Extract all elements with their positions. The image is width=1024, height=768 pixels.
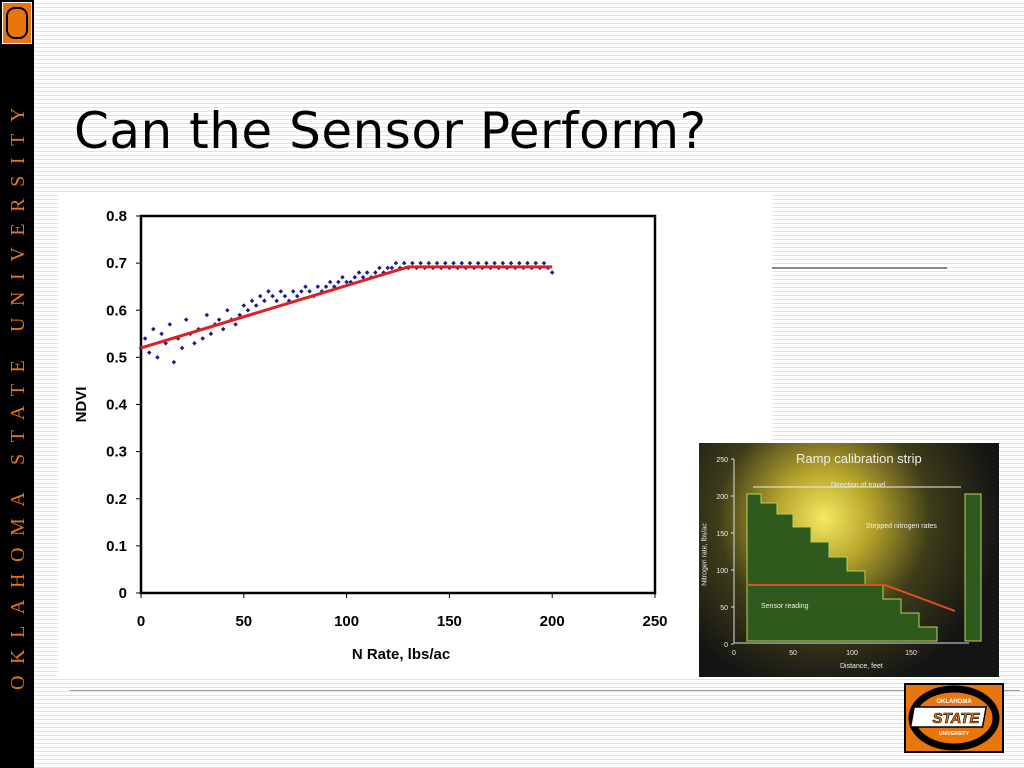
- ndvi-point: [352, 274, 358, 280]
- x-tick-label: 200: [540, 613, 565, 630]
- sidebar-university-name: OKLAHOMA STATE UNIVERSITY: [7, 96, 29, 690]
- ndvi-point: [249, 298, 255, 304]
- ramp-sensor-label: Sensor reading: [761, 603, 809, 610]
- ndvi-point: [484, 260, 489, 266]
- x-tick-label: 0: [137, 613, 145, 630]
- ndvi-point: [253, 303, 259, 308]
- ndvi-point: [533, 260, 539, 266]
- ramp-y-tick-label: 150: [716, 531, 728, 538]
- x-tick-label: 50: [235, 613, 252, 630]
- ndvi-point: [274, 298, 279, 304]
- y-tick-label: 0.3: [106, 444, 127, 461]
- ramp-sensor-line: [747, 584, 956, 612]
- ramp-x-tick-label: 150: [905, 650, 917, 657]
- ndvi-point: [299, 289, 304, 294]
- ndvi-point: [500, 260, 506, 266]
- ndvi-point: [360, 274, 366, 280]
- ndvi-point: [541, 260, 547, 266]
- x-axis-label: N Rate, lbs/ac: [352, 646, 450, 663]
- y-tick-label: 0.4: [106, 397, 128, 414]
- ndvi-point: [183, 317, 189, 322]
- ramp-y-tick-label: 100: [716, 568, 728, 575]
- sas-line: [140, 265, 553, 350]
- ndvi-point: [192, 340, 197, 346]
- ramp-calibration-figure: 250 200 150 100 50 0 0 50 100 150 Ramp calibratio…: [699, 443, 999, 677]
- ndvi-point: [492, 260, 497, 266]
- x-tick-label: 150: [437, 613, 462, 630]
- ndvi-point: [179, 345, 185, 351]
- ndvi-point: [307, 289, 312, 294]
- ramp-y-tick-label: 0: [724, 642, 728, 649]
- ramp-x-tick-label: 0: [732, 650, 736, 657]
- ndvi-point: [290, 289, 296, 294]
- ndvi-point: [208, 331, 214, 337]
- ramp-crop-strip: [746, 493, 938, 642]
- y-tick-label: 0.8: [106, 208, 127, 225]
- ndvi-point: [340, 274, 345, 280]
- sidebar: OKLAHOMA STATE UNIVERSITY: [0, 0, 34, 768]
- ndvi-point: [475, 260, 481, 266]
- y-tick-label: 0: [119, 585, 127, 602]
- ramp-y-axis-label: Nitrogen rate, lbs/ac: [701, 523, 709, 586]
- ndvi-point: [508, 260, 514, 266]
- ramp-end-strip: [964, 493, 982, 642]
- ndvi-point: [167, 322, 173, 327]
- ramp-stepped-label: Stepped nitrogen rates: [866, 523, 937, 530]
- plot-frame: [139, 214, 657, 595]
- ramp-x-tick-label: 50: [789, 650, 797, 657]
- osu-corner-logo-mark: [6, 7, 28, 39]
- ndvi-point: [525, 260, 530, 266]
- ndvi-point: [220, 326, 226, 332]
- y-axis-label: NDVI: [73, 387, 90, 423]
- y-tick-label: 0.6: [106, 302, 127, 319]
- ndvi-point: [549, 270, 555, 275]
- osu-logo-art: STATE OKLAHOMA UNIVERSITY: [908, 685, 1000, 751]
- ramp-x-tick-label: 100: [846, 650, 858, 657]
- slide-title: Can the Sensor Perform?: [74, 102, 707, 160]
- ramp-y-tick-label: 250: [716, 457, 728, 464]
- ndvi-point: [241, 303, 247, 308]
- divider-rule: [772, 267, 947, 269]
- ramp-figure-art: 250 200 150 100 50 00 50 100 150: [716, 457, 982, 657]
- chart-area: 0 0.1 0.2 0.3 0.4 0.5 0.6 0.7 0.8 0 50 100 150 200 250…: [58, 195, 826, 677]
- ramp-y-tick-label: 200: [716, 494, 728, 501]
- ramp-y-tick-label: 50: [720, 605, 728, 612]
- ndvi-point: [233, 322, 238, 327]
- osu-state-logo: STATE OKLAHOMA UNIVERSITY: [904, 683, 1004, 753]
- ramp-direction-label: Direction of travel: [831, 482, 886, 489]
- osu-corner-logo: [2, 2, 32, 44]
- ramp-x-axis-label: Distance, feet: [840, 663, 883, 670]
- x-tick-label: 100: [334, 613, 359, 630]
- y-tick-label: 0.5: [106, 349, 127, 366]
- y-tick-label: 0.7: [106, 255, 127, 272]
- osu-logo-bottom-text: UNIVERSITY: [939, 731, 970, 737]
- y-tick-label: 0.1: [106, 538, 127, 555]
- ndvi-chart: 0 0.1 0.2 0.3 0.4 0.5 0.6 0.7 0.8 0 50 100 150 200 250…: [73, 208, 668, 663]
- ramp-figure-title: Ramp calibration strip: [796, 451, 922, 466]
- x-tick-label: 250: [642, 613, 667, 630]
- osu-logo-top-text: OKLAHOMA: [936, 699, 972, 705]
- footer-rule: [70, 690, 1020, 691]
- ndvi-point: [262, 298, 267, 304]
- y-tick-label: 0.2: [106, 491, 127, 508]
- ndvi-point: [200, 336, 205, 341]
- osu-logo-wordmark: STATE: [933, 710, 981, 727]
